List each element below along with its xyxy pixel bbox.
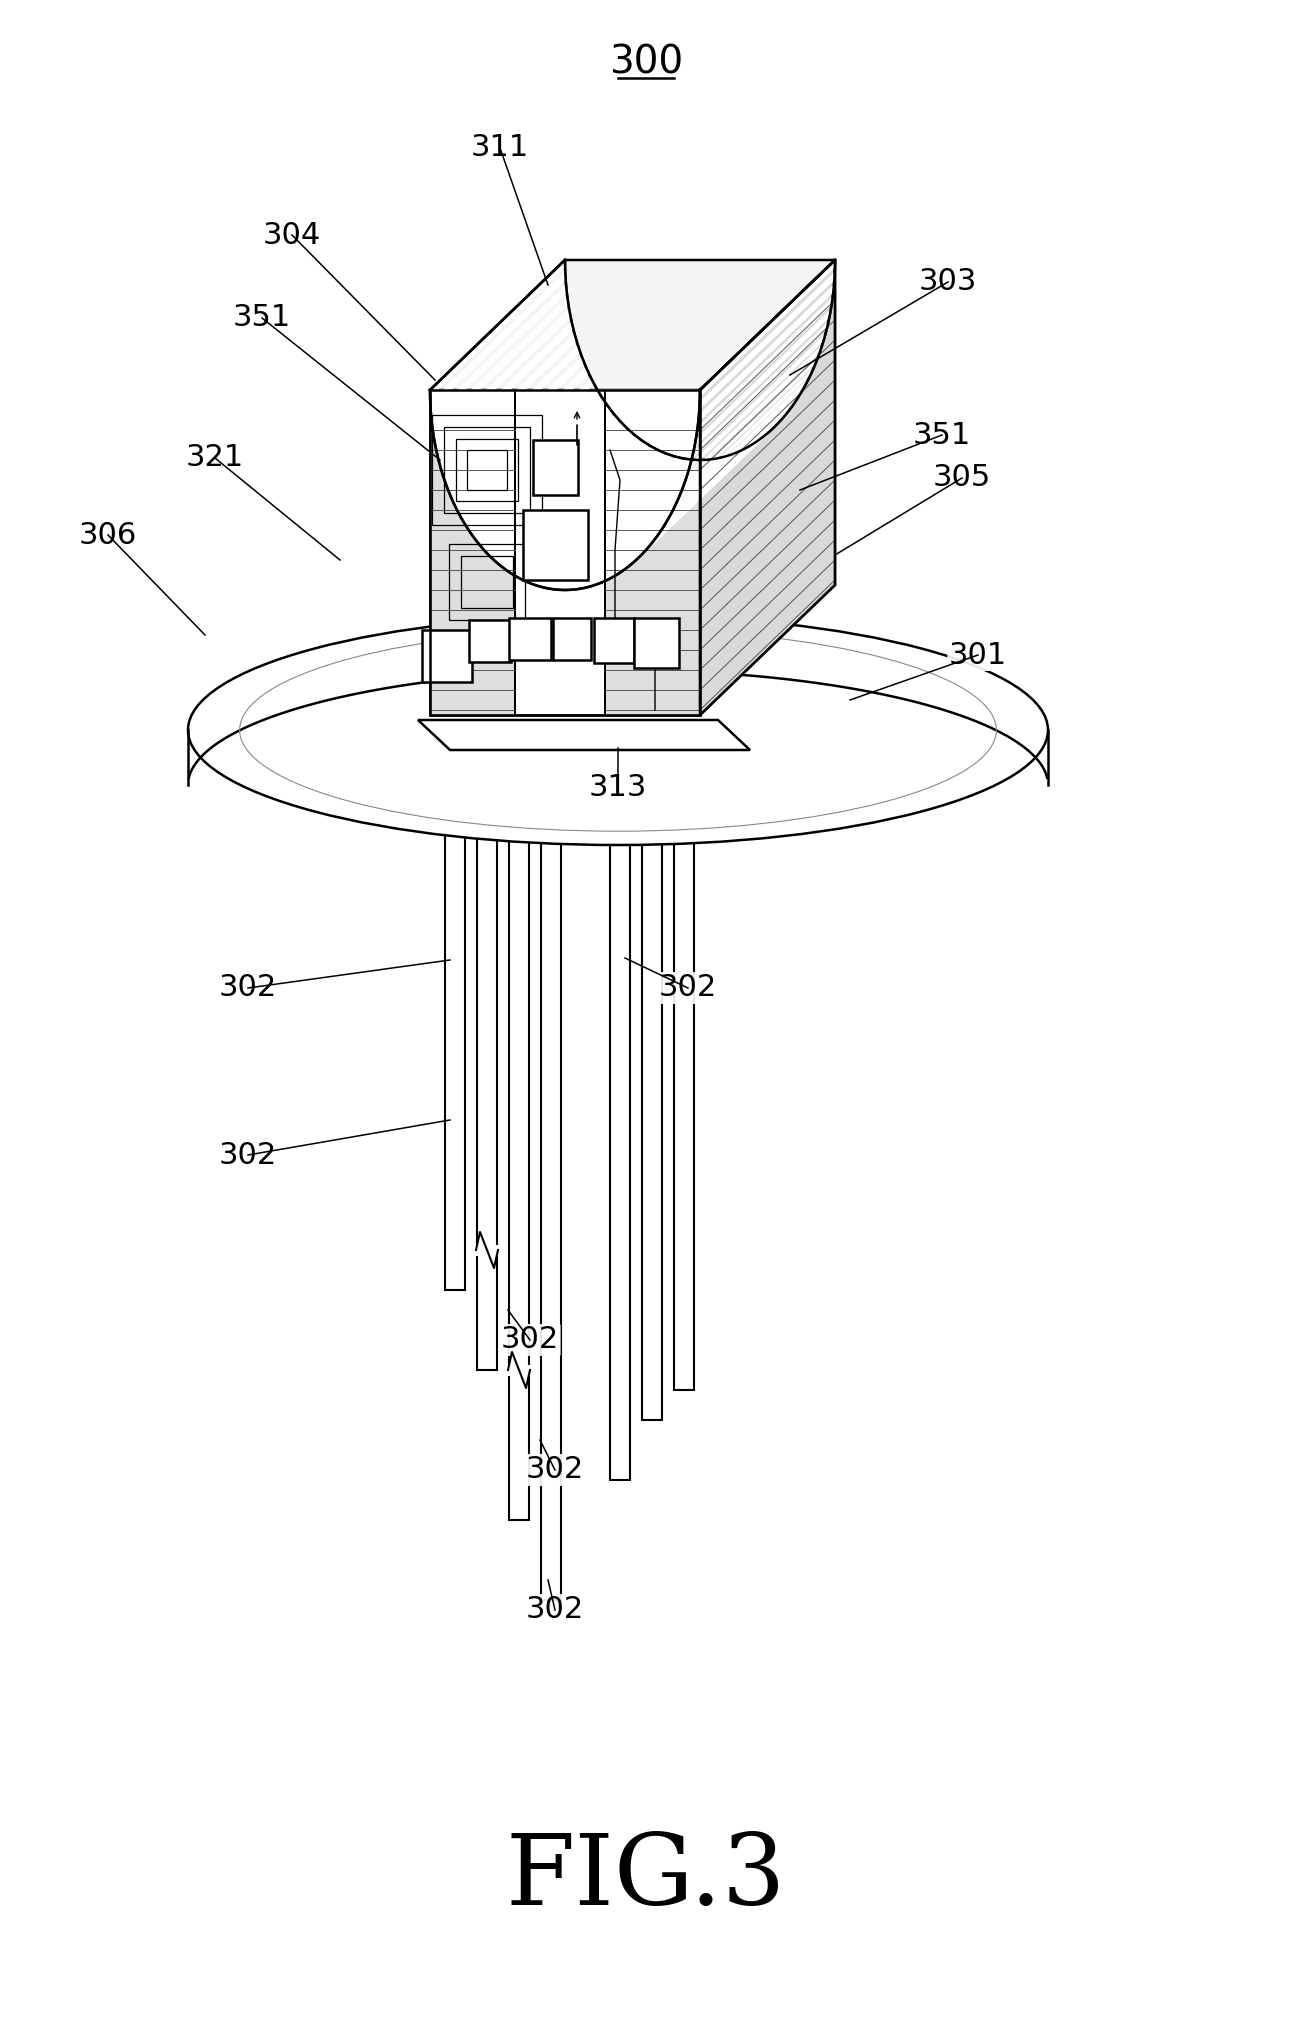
Text: 302: 302	[219, 1141, 277, 1170]
Bar	[445, 790, 465, 1291]
Polygon shape	[431, 261, 835, 390]
Polygon shape	[462, 388, 600, 523]
Polygon shape	[700, 261, 835, 715]
Polygon shape	[601, 450, 740, 582]
Text: 306: 306	[79, 521, 137, 549]
Polygon shape	[646, 416, 785, 549]
Polygon shape	[431, 273, 565, 408]
Polygon shape	[431, 261, 565, 396]
Polygon shape	[443, 345, 581, 481]
Bar	[634, 618, 679, 669]
Bar	[456, 438, 518, 501]
Polygon shape	[517, 446, 656, 580]
Bar	[469, 620, 511, 663]
Text: 302: 302	[500, 1325, 559, 1355]
Polygon shape	[694, 311, 830, 446]
Text: 302: 302	[526, 1456, 584, 1485]
Bar	[467, 450, 507, 491]
Bar	[462, 556, 513, 608]
Polygon shape	[697, 297, 833, 434]
Polygon shape	[456, 378, 593, 513]
Polygon shape	[473, 406, 612, 541]
Polygon shape	[625, 436, 764, 570]
Polygon shape	[437, 323, 573, 459]
Polygon shape	[431, 390, 700, 590]
Text: 304: 304	[262, 220, 321, 250]
Text: FIG.3: FIG.3	[506, 1830, 786, 1925]
Polygon shape	[640, 422, 778, 558]
Polygon shape	[533, 454, 672, 586]
Bar	[443, 426, 530, 513]
Bar	[477, 790, 497, 1370]
Polygon shape	[440, 335, 577, 471]
Polygon shape	[432, 297, 569, 434]
Polygon shape	[609, 446, 749, 580]
Polygon shape	[700, 273, 835, 408]
Polygon shape	[685, 345, 822, 481]
Polygon shape	[509, 442, 648, 574]
Polygon shape	[434, 311, 570, 446]
Polygon shape	[451, 368, 588, 503]
Bar	[509, 618, 551, 661]
Bar	[553, 618, 591, 661]
Text: 300: 300	[609, 42, 683, 81]
Bar	[449, 543, 525, 620]
Text: 351: 351	[913, 420, 971, 450]
Bar	[422, 630, 472, 683]
Bar	[540, 790, 561, 1600]
Polygon shape	[467, 398, 605, 533]
Polygon shape	[605, 390, 700, 715]
Polygon shape	[632, 430, 771, 564]
Polygon shape	[575, 459, 715, 590]
Bar	[643, 790, 662, 1420]
Polygon shape	[659, 398, 798, 533]
Polygon shape	[592, 454, 732, 586]
Polygon shape	[559, 461, 698, 590]
Polygon shape	[666, 388, 803, 523]
Polygon shape	[681, 358, 818, 493]
Text: 311: 311	[471, 133, 529, 162]
Text: 302: 302	[659, 974, 718, 1002]
Text: 305: 305	[932, 463, 992, 493]
Bar	[509, 790, 529, 1519]
Polygon shape	[494, 430, 632, 564]
Polygon shape	[671, 378, 808, 513]
Polygon shape	[700, 261, 835, 715]
Text: 313: 313	[588, 774, 648, 802]
Polygon shape	[431, 285, 566, 422]
Polygon shape	[676, 368, 813, 503]
Polygon shape	[617, 442, 756, 574]
Text: 351: 351	[233, 303, 291, 333]
Polygon shape	[689, 335, 825, 471]
Text: 301: 301	[949, 640, 1007, 669]
Text: 302: 302	[219, 974, 277, 1002]
Text: 303: 303	[919, 267, 978, 297]
Ellipse shape	[187, 614, 1049, 844]
Polygon shape	[502, 436, 640, 570]
Bar	[432, 414, 542, 525]
Bar	[593, 618, 634, 663]
Polygon shape	[447, 358, 584, 493]
Bar	[674, 790, 694, 1390]
Bar	[522, 509, 588, 580]
Polygon shape	[542, 457, 681, 588]
Polygon shape	[525, 450, 665, 582]
Polygon shape	[486, 422, 626, 558]
Text: 302: 302	[526, 1596, 584, 1624]
Polygon shape	[584, 457, 724, 588]
Polygon shape	[692, 323, 829, 459]
Text: 321: 321	[186, 444, 244, 473]
Polygon shape	[480, 416, 618, 549]
Polygon shape	[700, 261, 835, 396]
Polygon shape	[698, 285, 834, 422]
Polygon shape	[550, 459, 689, 590]
Polygon shape	[431, 390, 700, 715]
Polygon shape	[418, 719, 750, 749]
Bar	[610, 790, 630, 1481]
Bar	[533, 440, 578, 495]
Polygon shape	[431, 390, 515, 715]
Polygon shape	[568, 461, 706, 590]
Polygon shape	[653, 406, 791, 541]
